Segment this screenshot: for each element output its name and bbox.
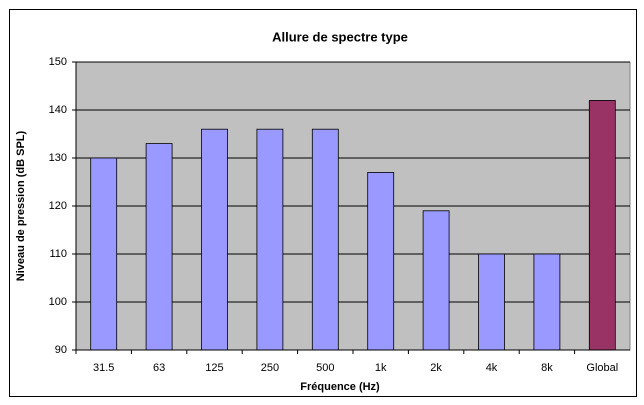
y-tick-label: 90: [55, 344, 67, 356]
bar: [478, 253, 505, 351]
bar: [533, 253, 561, 351]
bar: [311, 128, 339, 351]
bar: [145, 143, 173, 351]
x-tick-label: 1k: [375, 362, 387, 374]
x-tick-label: 31.5: [93, 362, 114, 374]
y-tick-label: 150: [49, 56, 67, 68]
y-tick-label: 120: [49, 200, 67, 212]
y-axis-label: Niveau de pression (dB SPL): [15, 130, 27, 281]
bar: [367, 171, 395, 351]
bar: [256, 128, 284, 351]
x-tick-label: 8k: [541, 362, 553, 374]
y-tick-label: 100: [49, 296, 67, 308]
x-tick-label: 63: [153, 362, 165, 374]
x-tick-label: Global: [586, 362, 618, 374]
bar: [422, 210, 450, 351]
x-tick-label: 500: [316, 362, 334, 374]
bar: [201, 128, 228, 351]
bar: [90, 157, 118, 351]
y-tick-label: 140: [49, 104, 67, 116]
x-axis-label: Fréquence (Hz): [300, 381, 380, 393]
bar: [588, 100, 616, 351]
y-tick-label: 110: [49, 248, 67, 260]
y-tick-label: 130: [49, 152, 67, 164]
x-tick-label: 2k: [430, 362, 442, 374]
x-tick-label: 250: [261, 362, 279, 374]
x-tick-label: 125: [205, 362, 223, 374]
x-tick-label: 4k: [486, 362, 498, 374]
chart-title: Allure de spectre type: [272, 29, 408, 44]
